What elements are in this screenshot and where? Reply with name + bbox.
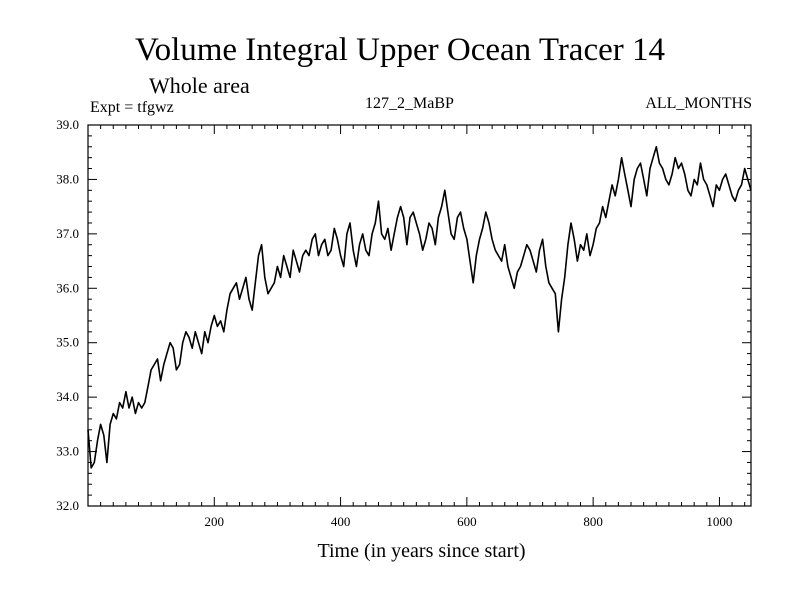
experiment-label: Expt = tfgwz — [90, 99, 174, 116]
y-tick-label: 38.0 — [56, 171, 79, 186]
chart-title: Volume Integral Upper Ocean Tracer 14 — [135, 32, 665, 68]
months-label: ALL_MONTHS — [645, 95, 752, 112]
series-layer — [87, 146, 752, 469]
y-tick-label: 37.0 — [56, 226, 79, 241]
y-tick-label: 32.0 — [56, 498, 79, 513]
axis-tick-labels: 200 400 600 800 1000 32.0 33.0 34.0 35.0 36.0 37.0… — [56, 117, 732, 529]
x-tick-label: 1000 — [706, 514, 732, 529]
y-tick-label: 39.0 — [56, 117, 79, 132]
y-tick-label: 35.0 — [56, 335, 79, 350]
y-tick-label: 34.0 — [56, 389, 79, 404]
axis-ticks — [88, 124, 751, 507]
x-tick-label: 200 — [205, 514, 225, 529]
series-line — [87, 146, 752, 469]
chart-subtitle: Whole area — [149, 73, 250, 98]
x-tick-label: 600 — [457, 514, 477, 529]
y-tick-label: 33.0 — [56, 444, 79, 459]
x-axis-label: Time (in years since start) — [317, 540, 526, 562]
y-tick-label: 36.0 — [56, 280, 79, 295]
run-label: 127_2_MaBP — [365, 95, 454, 112]
x-tick-label: 400 — [331, 514, 351, 529]
x-tick-label: 800 — [583, 514, 603, 529]
plot-frame — [87, 124, 752, 507]
